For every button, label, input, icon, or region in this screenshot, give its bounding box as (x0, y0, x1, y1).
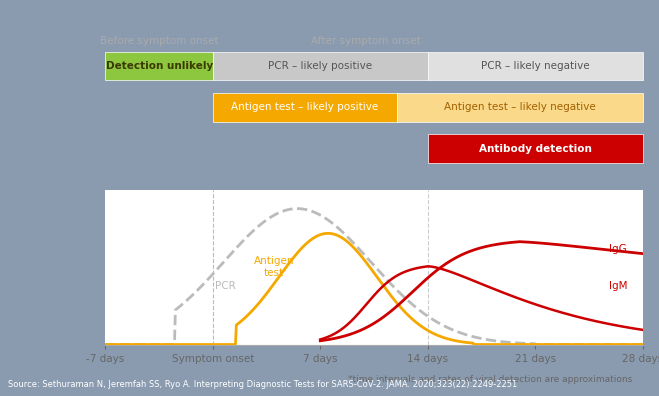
Text: PCR: PCR (215, 281, 235, 291)
Text: *time intervals and rates of viral detection are approximations: *time intervals and rates of viral detec… (347, 375, 632, 385)
Text: Antibody detection: Antibody detection (478, 143, 592, 154)
Text: Antigen
test: Antigen test (254, 257, 295, 278)
Text: Before symptom onset: Before symptom onset (100, 36, 219, 46)
Text: Test method vs. progression of infection*: Test method vs. progression of infection… (173, 10, 486, 25)
Text: Antigen test – likely positive: Antigen test – likely positive (231, 102, 378, 112)
Text: After symptom onset: After symptom onset (312, 36, 421, 46)
Bar (213, 93, 397, 122)
Bar (428, 134, 643, 163)
Bar (213, 52, 428, 80)
Text: IgM: IgM (609, 281, 627, 291)
Bar (105, 52, 213, 80)
Text: Detection unlikely: Detection unlikely (105, 61, 213, 71)
Bar (397, 93, 643, 122)
Text: Source: Sethuraman N, Jeremfah SS, Ryo A. Interpreting Diagnostic Tests for SARS: Source: Sethuraman N, Jeremfah SS, Ryo A… (8, 380, 517, 388)
Text: PCR – likely positive: PCR – likely positive (268, 61, 372, 71)
Text: IgG: IgG (609, 244, 627, 254)
Text: PCR – likely negative: PCR – likely negative (481, 61, 589, 71)
Bar (428, 52, 643, 80)
Text: Antigen test – likely negative: Antigen test – likely negative (444, 102, 596, 112)
